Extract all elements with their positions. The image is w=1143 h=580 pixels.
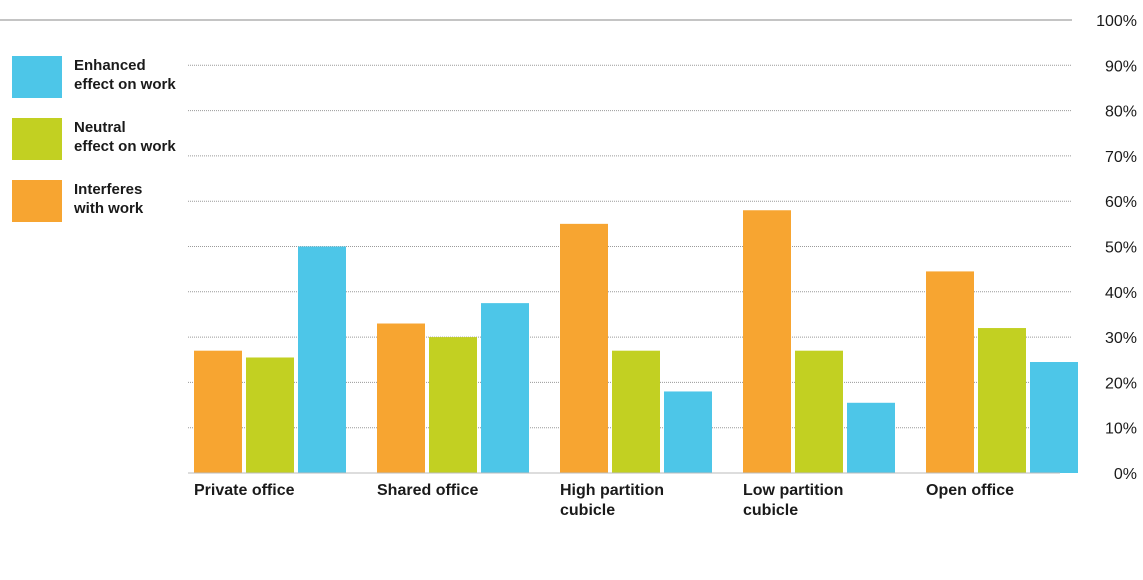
- x-category-label-line: Open office: [926, 482, 1015, 499]
- bar: [795, 350, 843, 473]
- legend-item: Neutral effect on work: [12, 118, 204, 180]
- bar: [194, 350, 242, 473]
- x-category-label: Low partition cubicle: [743, 481, 903, 521]
- y-tick-label: 10%: [1105, 421, 1137, 438]
- legend-label: Enhanced effect on work: [74, 56, 204, 94]
- x-category-label-line: Shared office: [377, 482, 479, 499]
- y-tick-label: 70%: [1105, 149, 1137, 166]
- bar: [560, 223, 608, 473]
- legend-label: Interferes with work: [74, 180, 204, 218]
- bar: [1030, 362, 1078, 473]
- bar: [429, 337, 477, 473]
- x-category-label: Shared office: [377, 481, 537, 501]
- y-tick-label: 90%: [1105, 58, 1137, 75]
- legend-swatch: [12, 56, 62, 98]
- y-tick-label: 80%: [1105, 104, 1137, 121]
- legend-swatch: [12, 180, 62, 222]
- legend-label: Neutral effect on work: [74, 118, 204, 156]
- legend-label-line: with work: [74, 200, 144, 217]
- legend-item: Enhanced effect on work: [12, 56, 204, 118]
- legend-label-line: Interferes: [74, 181, 143, 198]
- x-category-label: High partition cubicle: [560, 481, 720, 521]
- bar: [664, 391, 712, 473]
- legend-label-line: Enhanced: [74, 57, 146, 74]
- y-tick-label: 40%: [1105, 285, 1137, 302]
- legend: Enhanced effect on work Neutral effect on w…: [12, 56, 204, 242]
- x-category-label-line: cubicle: [560, 502, 616, 519]
- bar: [298, 246, 346, 473]
- bar: [612, 350, 660, 473]
- x-category-label: Private office: [194, 481, 354, 501]
- y-tick-label: 50%: [1105, 240, 1137, 257]
- bar: [377, 323, 425, 473]
- legend-item: Interferes with work: [12, 180, 204, 242]
- x-category-label-line: High partition: [560, 482, 664, 499]
- bar: [926, 271, 974, 473]
- bar: [978, 328, 1026, 473]
- bar: [847, 402, 895, 473]
- x-category-label: Open office: [926, 481, 1086, 501]
- y-tick-label: 20%: [1105, 375, 1137, 392]
- y-tick-label: 100%: [1096, 13, 1137, 30]
- legend-label-line: Neutral: [74, 119, 126, 136]
- y-tick-label: 0%: [1114, 466, 1137, 483]
- legend-label-line: effect on work: [74, 76, 176, 93]
- legend-swatch: [12, 118, 62, 160]
- x-category-label-line: cubicle: [743, 502, 799, 519]
- x-category-label-line: Private office: [194, 482, 295, 499]
- bar: [743, 210, 791, 473]
- bar: [246, 357, 294, 473]
- y-tick-label: 30%: [1105, 330, 1137, 347]
- x-category-label-line: Low partition: [743, 482, 844, 499]
- legend-label-line: effect on work: [74, 138, 176, 155]
- bar: [481, 303, 529, 473]
- y-tick-label: 60%: [1105, 194, 1137, 211]
